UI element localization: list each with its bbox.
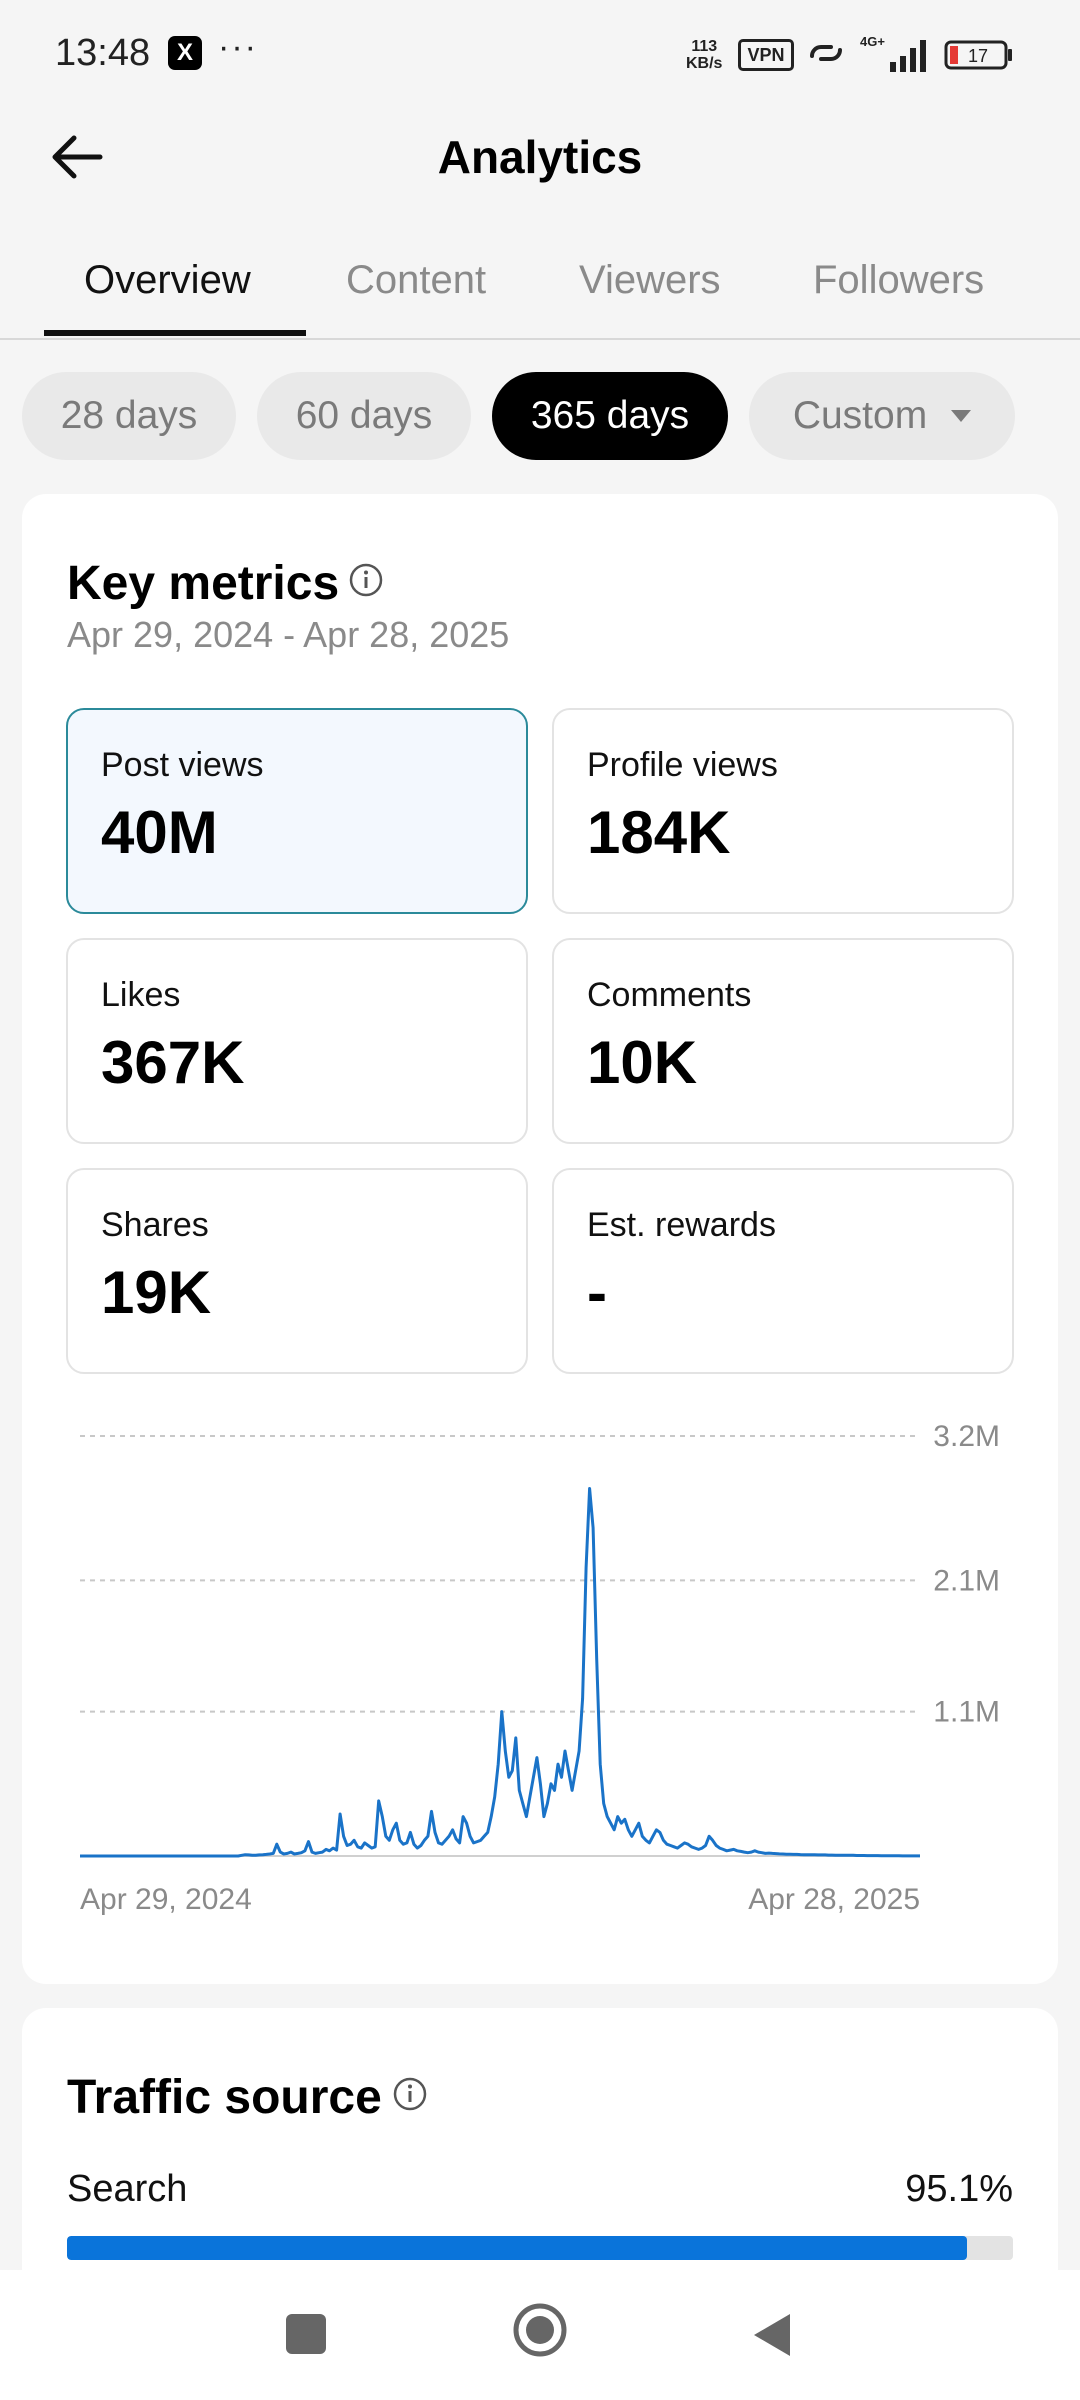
x-start-label: Apr 29, 2024 (80, 1883, 252, 1916)
hotspot-link-icon (810, 45, 842, 61)
y-tick-label: 1.1M (933, 1696, 1000, 1729)
metric-label: Likes (101, 976, 181, 1014)
chip-28-days[interactable]: 28 days (22, 372, 236, 460)
key-metrics-card: Key metrics Apr 29, 2024 - Apr 28, 2025 … (22, 494, 1058, 1984)
info-icon[interactable] (348, 562, 384, 598)
x-end-label: Apr 28, 2025 (748, 1883, 920, 1916)
chip-label: 60 days (295, 394, 433, 437)
metric-comments[interactable]: Comments 10K (552, 938, 1014, 1144)
metric-label: Post views (101, 746, 264, 784)
page-title: Analytics (437, 131, 643, 183)
metric-post-views[interactable]: Post views 40M (66, 708, 528, 914)
metric-value: 184K (587, 799, 731, 866)
nav-back-button[interactable] (752, 2312, 792, 2358)
chip-label: 365 days (530, 394, 690, 437)
metric-value: 367K (101, 1029, 245, 1096)
date-range-label: Apr 29, 2024 - Apr 28, 2025 (67, 614, 510, 655)
metric-label: Shares (101, 1206, 209, 1244)
y-tick-label: 2.1M (933, 1564, 1000, 1597)
chevron-down-icon (951, 410, 972, 422)
network-type-label: 4G+ (860, 34, 885, 49)
date-range-chips: 28 days 60 days 365 days Custom (0, 372, 1080, 462)
back-arrow-icon[interactable] (44, 124, 110, 190)
metric-profile-views[interactable]: Profile views 184K (552, 708, 1014, 914)
home-button[interactable] (510, 2300, 570, 2360)
y-tick-label: 3.2M (933, 1420, 1000, 1453)
net-speed-value: 113 (691, 38, 718, 55)
post-views-chart: 3.2M 2.1M 1.1M Apr 29, 2024 Apr 28, 2025 (80, 1420, 1000, 1916)
chip-365-days[interactable]: 365 days (492, 372, 728, 460)
traffic-source-bar-fill (67, 2236, 967, 2260)
more-notifications-icon: ··· (218, 28, 258, 66)
recent-apps-button[interactable] (286, 2314, 326, 2354)
system-nav-bar (0, 2270, 1080, 2400)
net-speed-unit: KB/s (686, 55, 723, 72)
tab-content[interactable]: Content (346, 258, 487, 302)
status-bar: 13:48 X ··· 113 KB/s VPN 4G+ 17 (0, 0, 1080, 110)
tab-followers[interactable]: Followers (813, 258, 985, 302)
post-views-series-line (80, 1487, 920, 1858)
chip-60-days[interactable]: 60 days (257, 372, 471, 460)
signal-icon: 4G+ (860, 34, 926, 72)
metric-label: Comments (587, 976, 752, 1014)
tab-overview[interactable]: Overview (84, 258, 251, 302)
metric-value: - (587, 1259, 607, 1326)
chip-custom[interactable]: Custom (749, 372, 1015, 460)
metric-shares[interactable]: Shares 19K (66, 1168, 528, 1374)
header: Analytics (0, 110, 1080, 230)
battery-icon: 17 (944, 40, 1012, 70)
traffic-source-percent: 95.1% (905, 2168, 1013, 2210)
traffic-source-bar-track (67, 2236, 1013, 2260)
metric-value: 40M (101, 799, 218, 866)
metric-value: 19K (101, 1259, 212, 1326)
metric-value: 10K (587, 1029, 698, 1096)
metric-likes[interactable]: Likes 367K (66, 938, 528, 1144)
key-metrics-title: Key metrics (67, 557, 340, 610)
x-app-icon: X (168, 36, 202, 70)
traffic-source-title: Traffic source (67, 2071, 382, 2124)
tab-bar: Overview Content Viewers Followers (0, 230, 1080, 340)
chip-label: Custom (792, 394, 928, 437)
chip-label: 28 days (60, 394, 198, 437)
net-speed: 113 KB/s (686, 38, 722, 72)
active-tab-indicator (44, 330, 306, 336)
metric-label: Est. rewards (587, 1206, 776, 1244)
info-icon[interactable] (392, 2076, 428, 2112)
tab-viewers[interactable]: Viewers (579, 258, 721, 302)
traffic-source-card: Traffic source Search 95.1% (22, 2008, 1058, 2308)
battery-level: 17 (968, 46, 988, 66)
metric-label: Profile views (587, 746, 778, 784)
traffic-source-label: Search (67, 2168, 188, 2210)
vpn-icon: VPN (738, 39, 794, 71)
status-time: 13:48 (55, 32, 151, 74)
metric-est-rewards[interactable]: Est. rewards - (552, 1168, 1014, 1374)
